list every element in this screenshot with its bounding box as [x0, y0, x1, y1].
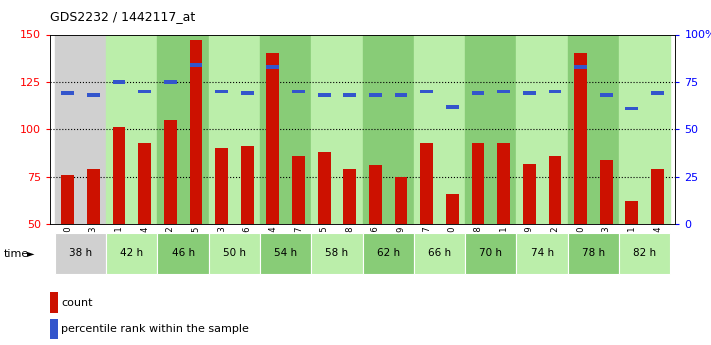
Bar — [574, 65, 587, 69]
Text: percentile rank within the sample: percentile rank within the sample — [61, 324, 249, 334]
Bar — [318, 152, 331, 224]
Bar — [157, 34, 209, 224]
Bar — [523, 91, 535, 95]
Bar — [164, 80, 177, 84]
Bar — [106, 34, 157, 224]
Bar — [209, 233, 260, 274]
Bar — [157, 233, 209, 274]
Bar — [318, 93, 331, 97]
Text: 82 h: 82 h — [633, 248, 656, 258]
Bar — [190, 40, 203, 224]
Bar — [420, 143, 433, 224]
Text: 54 h: 54 h — [274, 248, 297, 258]
Bar — [363, 34, 414, 224]
Bar — [651, 91, 664, 95]
Bar — [414, 34, 465, 224]
Bar — [420, 89, 433, 93]
Bar — [395, 177, 407, 224]
Bar — [260, 233, 311, 274]
Text: 78 h: 78 h — [582, 248, 605, 258]
Text: 62 h: 62 h — [377, 248, 400, 258]
Bar — [55, 34, 106, 224]
Bar — [523, 164, 535, 224]
Bar — [55, 233, 106, 274]
Bar — [61, 91, 74, 95]
Text: 42 h: 42 h — [120, 248, 144, 258]
Bar — [568, 233, 619, 274]
Bar — [363, 233, 414, 274]
Text: count: count — [61, 298, 92, 308]
Bar — [311, 34, 363, 224]
Bar — [311, 233, 363, 274]
Bar — [215, 148, 228, 224]
Bar — [260, 34, 311, 224]
Bar — [343, 169, 356, 224]
Bar — [619, 34, 670, 224]
Bar — [446, 105, 459, 108]
Bar — [138, 89, 151, 93]
Bar — [600, 160, 613, 224]
Bar — [138, 143, 151, 224]
Bar — [87, 169, 100, 224]
Bar — [241, 146, 254, 224]
Bar — [626, 201, 638, 224]
Bar — [600, 93, 613, 97]
Bar — [343, 93, 356, 97]
Bar — [548, 89, 562, 93]
Bar — [471, 91, 484, 95]
Bar — [112, 128, 125, 224]
Bar — [369, 93, 382, 97]
Text: 66 h: 66 h — [428, 248, 451, 258]
Bar — [395, 93, 407, 97]
Bar — [497, 89, 510, 93]
Bar — [574, 53, 587, 224]
Bar — [190, 63, 203, 67]
Bar — [112, 80, 125, 84]
Bar — [209, 34, 260, 224]
Bar — [292, 156, 305, 224]
Bar — [497, 143, 510, 224]
Bar — [651, 169, 664, 224]
Text: 50 h: 50 h — [223, 248, 246, 258]
Bar — [106, 233, 157, 274]
Text: 70 h: 70 h — [479, 248, 503, 258]
Bar — [50, 292, 58, 313]
Bar — [61, 175, 74, 224]
Bar — [465, 34, 516, 224]
Bar — [548, 156, 562, 224]
Bar — [241, 91, 254, 95]
Bar — [471, 143, 484, 224]
Bar — [215, 89, 228, 93]
Bar — [619, 233, 670, 274]
Text: 74 h: 74 h — [530, 248, 554, 258]
Bar — [465, 233, 516, 274]
Bar — [164, 120, 177, 224]
Bar — [267, 53, 279, 224]
Text: GDS2232 / 1442117_at: GDS2232 / 1442117_at — [50, 10, 195, 23]
Bar — [446, 194, 459, 224]
Text: time: time — [4, 249, 29, 258]
Bar — [50, 319, 58, 339]
Bar — [369, 166, 382, 224]
Bar — [626, 107, 638, 110]
Text: 46 h: 46 h — [171, 248, 195, 258]
Bar — [267, 65, 279, 69]
Bar — [516, 233, 568, 274]
Text: 38 h: 38 h — [69, 248, 92, 258]
Bar — [87, 93, 100, 97]
Text: ►: ► — [27, 249, 35, 258]
Text: 58 h: 58 h — [326, 248, 348, 258]
Bar — [292, 89, 305, 93]
Bar — [516, 34, 568, 224]
Bar — [568, 34, 619, 224]
Bar — [414, 233, 465, 274]
